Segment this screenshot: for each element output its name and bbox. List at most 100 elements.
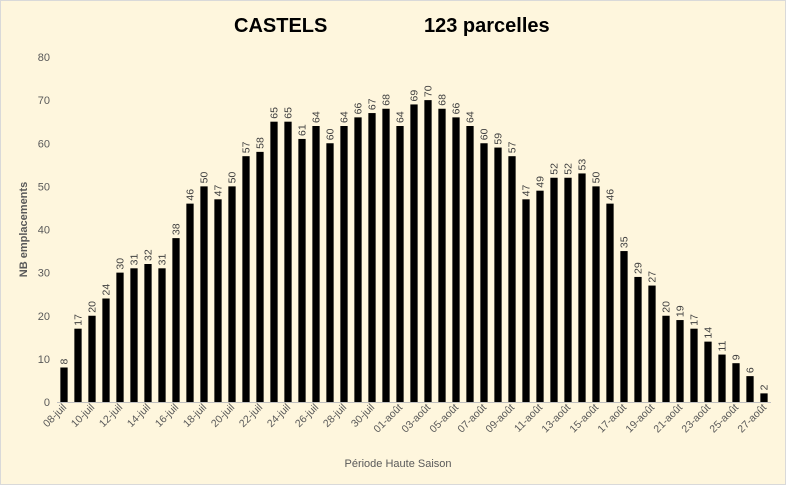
y-tick-label: 70 (38, 95, 50, 107)
y-tick-label: 50 (38, 181, 50, 193)
bar (620, 251, 628, 402)
data-label: 66 (451, 103, 463, 115)
data-label: 47 (213, 184, 225, 196)
bar (690, 328, 698, 402)
bar (102, 298, 110, 402)
data-label: 14 (703, 327, 715, 339)
data-label: 60 (479, 128, 491, 140)
bar (494, 147, 502, 402)
bar (718, 354, 726, 402)
x-tick-label: 09-août (483, 402, 517, 436)
x-tick-label: 25-août (707, 402, 741, 436)
bar (438, 108, 446, 402)
y-tick-label: 0 (44, 397, 50, 409)
bar (760, 393, 768, 402)
bar (312, 126, 320, 402)
data-label: 52 (563, 163, 575, 175)
x-tick-label: 14-juil (125, 402, 153, 430)
data-label: 47 (521, 184, 533, 196)
data-label: 52 (549, 163, 561, 175)
bar (410, 104, 418, 402)
bar (242, 156, 250, 402)
bar (340, 126, 348, 402)
data-label: 65 (269, 107, 281, 119)
data-label: 59 (493, 133, 505, 145)
x-tick-label: 19-août (623, 402, 657, 436)
bar (396, 126, 404, 402)
data-label: 27 (647, 271, 659, 283)
data-label: 64 (339, 111, 351, 123)
x-tick-label: 07-août (455, 402, 489, 436)
x-tick-label: 24-juil (265, 402, 293, 430)
data-label: 68 (437, 94, 449, 106)
x-tick-label: 18-juil (181, 402, 209, 430)
bar (298, 138, 306, 402)
bar (130, 268, 138, 402)
bar (116, 272, 124, 402)
data-label: 70 (423, 85, 435, 97)
x-tick-label: 10-juil (69, 402, 97, 430)
y-tick-label: 20 (38, 311, 50, 323)
chart-subtitle: 123 parcelles (424, 15, 550, 37)
bar (284, 121, 292, 402)
y-axis-title: NB emplacements (18, 182, 30, 277)
x-tick-label: 22-juil (237, 402, 265, 430)
data-label: 2 (759, 384, 771, 390)
data-label: 30 (115, 258, 127, 270)
bar (368, 113, 376, 402)
bar (592, 186, 600, 402)
bar (480, 143, 488, 402)
data-label: 19 (675, 305, 687, 317)
bar (172, 238, 180, 402)
data-label: 65 (283, 107, 295, 119)
x-tick-label: 11-août (512, 402, 545, 435)
chart-title-bar: CASTELS 123 parcelles (1, 15, 786, 41)
data-label: 67 (367, 98, 379, 110)
bar (158, 268, 166, 402)
x-tick-label: 01-août (371, 402, 405, 436)
x-tick-label: 17-août (595, 402, 629, 436)
x-tick-label: 13-août (539, 402, 573, 436)
data-label: 50 (227, 172, 239, 184)
x-axis-title: Période Haute Saison (344, 458, 451, 470)
bar (452, 117, 460, 402)
bar (634, 276, 642, 402)
data-label: 66 (353, 103, 365, 115)
x-tick-label: 21-août (651, 402, 685, 436)
x-tick-label: 23-août (679, 402, 713, 436)
bar (732, 363, 740, 402)
bar (466, 126, 474, 402)
data-label: 50 (199, 172, 211, 184)
data-label: 20 (661, 301, 673, 313)
bar (746, 376, 754, 402)
bar (522, 199, 530, 402)
bar (648, 285, 656, 402)
bar (536, 190, 544, 402)
bar (354, 117, 362, 402)
bar (676, 320, 684, 402)
data-label: 9 (731, 354, 743, 360)
data-label: 17 (689, 314, 701, 326)
x-tick-label: 12-juil (97, 402, 125, 430)
data-label: 69 (409, 90, 421, 102)
data-label: 57 (241, 141, 253, 153)
chart-title: CASTELS (234, 15, 328, 37)
data-label: 64 (311, 111, 323, 123)
bar (186, 203, 194, 402)
data-label: 32 (143, 249, 155, 261)
bar (606, 203, 614, 402)
data-label: 57 (507, 141, 519, 153)
data-label: 46 (605, 189, 617, 201)
x-tick-label: 15-août (567, 402, 601, 436)
bar (704, 341, 712, 402)
bar (200, 186, 208, 402)
data-label: 61 (297, 124, 309, 136)
bar (550, 177, 558, 402)
y-tick-label: 80 (38, 52, 50, 64)
bar (662, 315, 670, 402)
data-label: 68 (381, 94, 393, 106)
bar (144, 264, 152, 402)
data-label: 50 (591, 172, 603, 184)
